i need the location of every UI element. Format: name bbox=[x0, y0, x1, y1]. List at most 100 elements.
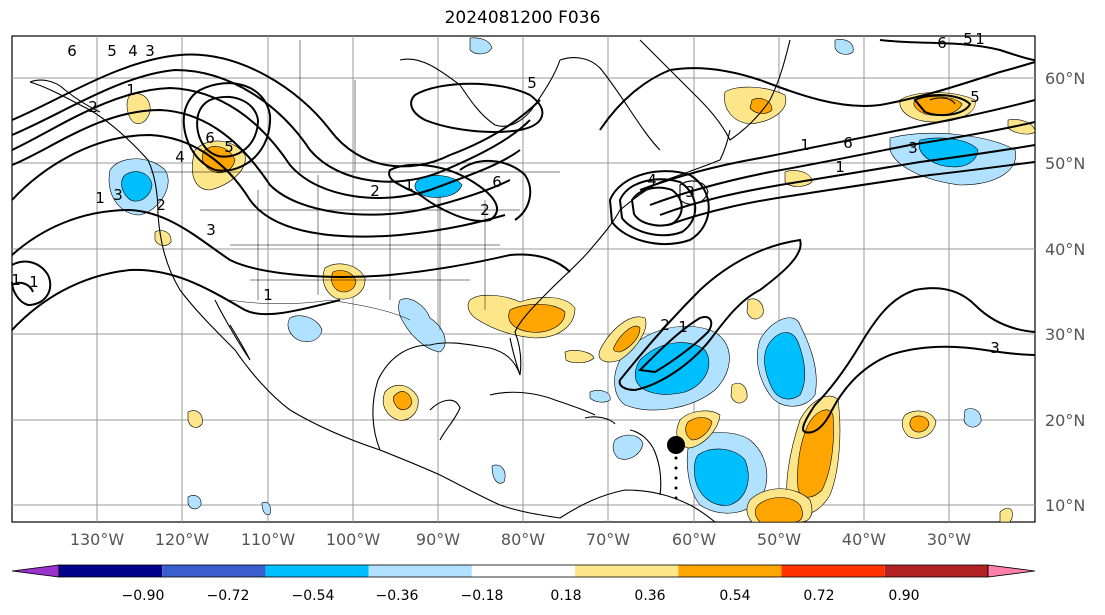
political-borders bbox=[150, 40, 560, 330]
field-pos-south-atl-core bbox=[754, 497, 803, 523]
contour-label: 4 bbox=[128, 42, 138, 60]
longitude-labels: 130°W 120°W 110°W 100°W 90°W 80°W 70°W 6… bbox=[70, 530, 971, 549]
contour-label: 4 bbox=[175, 148, 185, 166]
colorbar-tick: −0.54 bbox=[292, 588, 335, 604]
colorbar-extend-low bbox=[11, 564, 60, 578]
contour-label: 4 bbox=[647, 171, 657, 189]
field-pos-atl-band-core bbox=[613, 325, 641, 353]
field-pos-gulf-core bbox=[392, 391, 413, 411]
lat-label: 30°N bbox=[1045, 325, 1085, 344]
contour-label: 3 bbox=[113, 186, 123, 204]
colorbar-tick: −0.36 bbox=[376, 588, 419, 604]
lon-label: 130°W bbox=[70, 530, 125, 549]
contour-label: 6 bbox=[843, 134, 853, 152]
colorbar-segment bbox=[162, 565, 266, 577]
contour-label: 1 bbox=[11, 271, 21, 289]
field-pos-leeward-core bbox=[685, 417, 713, 441]
lon-label: 60°W bbox=[672, 530, 716, 549]
colorbar-tick: 0.72 bbox=[803, 588, 834, 604]
field-neg-cuba bbox=[589, 390, 611, 403]
contour-label: 1 bbox=[404, 176, 414, 194]
field-pos-southeast-core bbox=[508, 303, 566, 333]
colorbar-segment bbox=[59, 565, 163, 577]
field-pos-bc-1 bbox=[126, 93, 151, 124]
lon-label: 50°W bbox=[757, 530, 801, 549]
contour-label: 3 bbox=[685, 183, 695, 201]
colorbar-tick: −0.18 bbox=[461, 588, 504, 604]
contour-lines bbox=[11, 39, 1036, 434]
contour-label: 1 bbox=[678, 318, 688, 336]
lon-label: 80°W bbox=[501, 530, 545, 549]
field-neg-pacific-1 bbox=[187, 495, 202, 510]
storm-marker bbox=[667, 436, 685, 454]
colorbar-tick: −0.72 bbox=[207, 588, 250, 604]
field-neg-texas bbox=[398, 298, 446, 353]
contour-label: 2 bbox=[660, 316, 670, 334]
lat-label: 50°N bbox=[1045, 154, 1085, 173]
colorbar-segment bbox=[884, 565, 988, 577]
contour-label: 1 bbox=[29, 273, 39, 291]
lon-label: 30°W bbox=[927, 530, 971, 549]
colorbar-tick: 0.90 bbox=[888, 588, 919, 604]
lon-label: 120°W bbox=[155, 530, 210, 549]
shaded-fields bbox=[108, 37, 1036, 523]
colorbar-tick: 0.36 bbox=[634, 588, 665, 604]
contour-label: 3 bbox=[206, 221, 216, 239]
colorbar-segment bbox=[265, 565, 369, 577]
colorbar-tick: −0.90 bbox=[122, 588, 165, 604]
field-neg-caribbean-core bbox=[694, 448, 749, 506]
lat-label: 40°N bbox=[1045, 240, 1085, 259]
contour-label: 2 bbox=[370, 182, 380, 200]
lon-label: 110°W bbox=[241, 530, 296, 549]
field-pos-mid-atl-2 bbox=[730, 382, 748, 404]
contour-label: 6 bbox=[205, 129, 215, 147]
contour-label: 6 bbox=[492, 173, 502, 191]
contour-label: 1 bbox=[263, 286, 273, 304]
colorbar-ticks: −0.90 −0.72 −0.54 −0.36 −0.18 0.18 0.36 … bbox=[122, 588, 920, 604]
colorbar bbox=[11, 564, 1036, 578]
contour-label: 5 bbox=[527, 74, 537, 92]
contour-label: 5 bbox=[107, 42, 117, 60]
colorbar-segment bbox=[575, 565, 679, 577]
storm-track bbox=[674, 456, 678, 500]
colorbar-segment bbox=[678, 565, 782, 577]
field-neg-bc-core bbox=[121, 171, 153, 202]
colorbar-segment bbox=[368, 565, 472, 577]
lat-label: 10°N bbox=[1045, 496, 1085, 515]
field-pos-far-east bbox=[999, 507, 1013, 523]
field-pos-greenland-s-core bbox=[749, 98, 773, 114]
field-neg-atl-2-core bbox=[764, 332, 806, 400]
lon-label: 90°W bbox=[416, 530, 460, 549]
latitude-labels: 60°N 50°N 40°N 30°N 20°N 10°N bbox=[1045, 69, 1085, 515]
field-pos-montana bbox=[154, 230, 172, 246]
contour-label: 3 bbox=[908, 139, 918, 157]
contour-label: 1 bbox=[126, 81, 136, 99]
contour-label: 5 bbox=[970, 88, 980, 106]
colorbar-segment bbox=[781, 565, 885, 577]
contour-label: 1 bbox=[95, 189, 105, 207]
contour-label: 3 bbox=[145, 42, 155, 60]
field-pos-bahamas bbox=[564, 350, 595, 364]
lon-label: 40°W bbox=[842, 530, 886, 549]
map-title: 2024081200 F036 bbox=[444, 8, 601, 28]
contour-label: 1 bbox=[835, 158, 845, 176]
field-neg-pacific-2 bbox=[261, 501, 271, 516]
field-neg-labrador bbox=[834, 39, 854, 55]
colorbar-outline bbox=[58, 564, 989, 578]
field-neg-azores bbox=[963, 408, 982, 428]
contour-label: 5 bbox=[224, 138, 234, 156]
contour-label: 5 bbox=[963, 30, 973, 48]
lon-label: 70°W bbox=[586, 530, 630, 549]
lon-label: 100°W bbox=[326, 530, 381, 549]
contour-label: 1 bbox=[800, 136, 810, 154]
colorbar-tick: 0.54 bbox=[719, 588, 750, 604]
colorbar-extend-high bbox=[987, 564, 1036, 578]
lat-label: 20°N bbox=[1045, 411, 1085, 430]
field-pos-east-atl-core bbox=[909, 415, 930, 433]
contour-label: 6 bbox=[67, 42, 77, 60]
field-neg-lesser-antilles bbox=[612, 434, 644, 460]
contour-label: 2 bbox=[88, 98, 98, 116]
colorbar-segment bbox=[471, 565, 576, 577]
